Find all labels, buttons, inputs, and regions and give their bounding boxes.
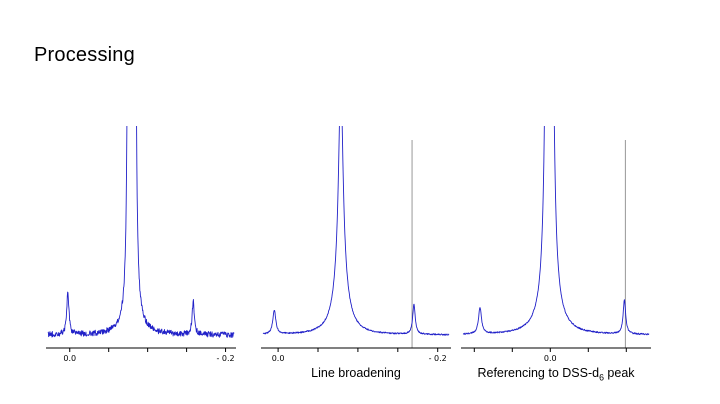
spectrum-trace: [47, 126, 235, 338]
x-axis-tick-label: 0.0: [272, 354, 285, 363]
panel-caption: Referencing to DSS-d6 peak: [461, 366, 651, 383]
caption-text: Referencing to DSS-d: [477, 366, 600, 380]
caption-text: Line broadening: [311, 366, 401, 380]
x-axis-tick-label: 0.0: [544, 354, 557, 363]
x-axis-tick-label: - 0.2: [429, 354, 447, 363]
caption-subscript: 6: [599, 372, 604, 383]
spectrum-panel-line-broadening: 0.0 - 0.2 Line broadening: [261, 126, 451, 383]
x-axis-tick-label: - 0.2: [216, 354, 234, 363]
spectrum-trace: [462, 126, 650, 336]
slide-title: Processing: [34, 44, 135, 66]
spectrum-panel-raw: 0.0 - 0.2: [46, 126, 236, 381]
x-axis-tick-label: 0.0: [63, 354, 76, 363]
panel-caption: [46, 366, 236, 381]
panel-caption: Line broadening: [261, 366, 451, 383]
caption-text: peak: [603, 366, 635, 380]
raw-spectrum-plot: 0.0 - 0.2: [46, 126, 236, 363]
spectrum-panel-referenced: 0.0 Referencing to DSS-d6 peak: [461, 126, 651, 383]
line-broadened-spectrum-plot: 0.0 - 0.2: [261, 126, 451, 363]
referenced-spectrum-plot: 0.0: [461, 126, 651, 363]
spectrum-trace: [262, 126, 450, 336]
